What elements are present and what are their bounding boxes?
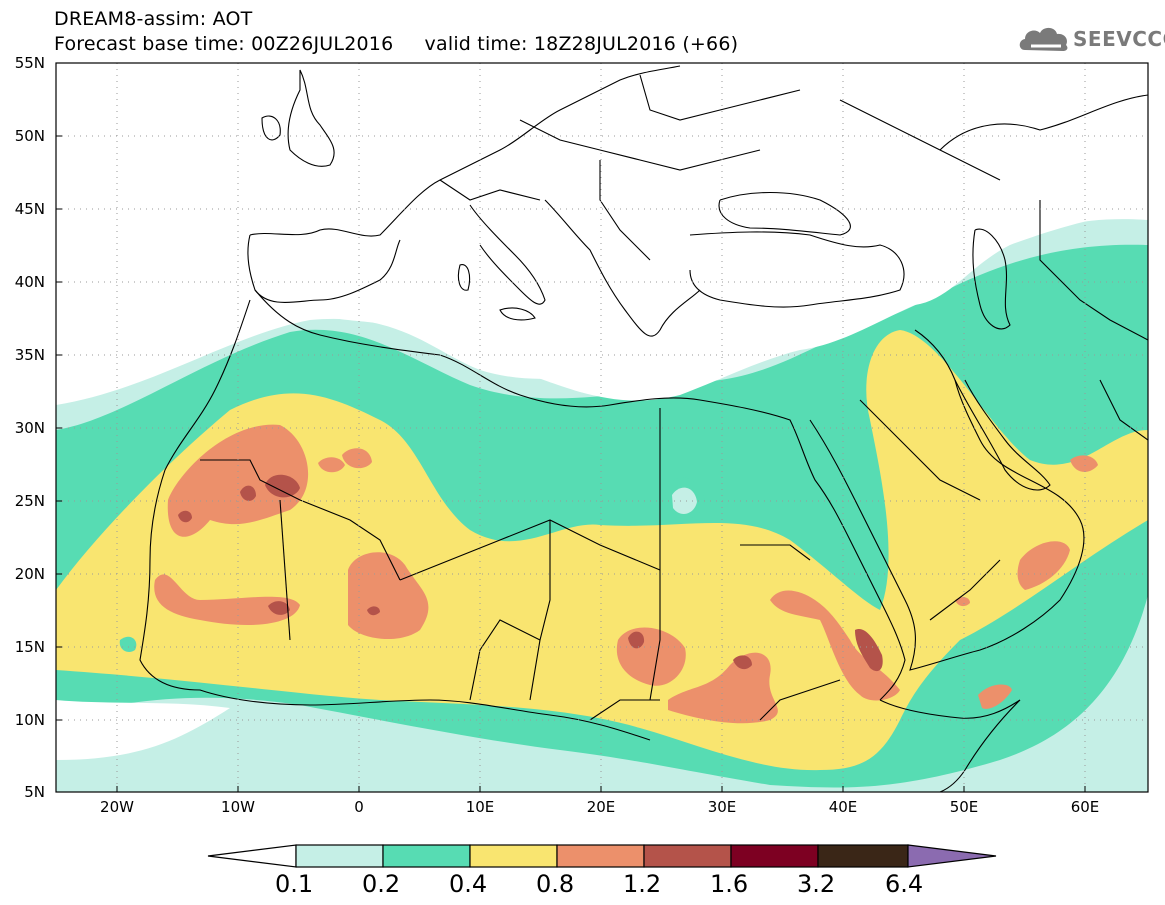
lat-label-10n: 10N: [15, 711, 45, 729]
lat-label-45n: 45N: [15, 200, 45, 218]
colorbar-label-6.4: 6.4: [885, 870, 924, 898]
lon-label-10e: 10E: [466, 798, 495, 816]
lon-label-30e: 30E: [708, 798, 737, 816]
lon-label-20e: 20E: [587, 798, 616, 816]
lon-label-40e: 40E: [829, 798, 858, 816]
aot-fill: [56, 63, 1148, 792]
colorbar-label-0.2: 0.2: [362, 870, 401, 898]
colorbar-swatch-5: [643, 844, 732, 868]
colorbar-swatch-1: [295, 844, 384, 868]
tick-marks: [56, 62, 1086, 793]
aot-band-islands-light: [672, 487, 697, 514]
colorbar-under-arrow: [207, 844, 297, 868]
lon-labels: 20W 10W 0 10E 20E 30E 40E 50E 60E: [100, 798, 1099, 816]
lat-label-20n: 20N: [15, 565, 45, 583]
colorbar-label-1.6: 1.6: [710, 870, 749, 898]
aot-band-1.2: [178, 474, 883, 672]
lon-label-20w: 20W: [100, 798, 134, 816]
lon-label-60e: 60E: [1071, 798, 1100, 816]
aot-clean-area: [56, 63, 1148, 401]
lat-label-50n: 50N: [15, 127, 45, 145]
colorbar-swatch-3: [469, 844, 558, 868]
coastlines: [139, 65, 1148, 792]
colorbar-swatch-7: [817, 844, 909, 868]
colorbar-swatch-2: [382, 844, 471, 868]
colorbar: [207, 844, 997, 868]
lat-label-30n: 30N: [15, 419, 45, 437]
colorbar-label-0.4: 0.4: [449, 870, 488, 898]
colorbar-label-0.8: 0.8: [536, 870, 575, 898]
lat-label-5n: 5N: [24, 783, 45, 801]
lat-label-40n: 40N: [15, 273, 45, 291]
lat-label-15n: 15N: [15, 638, 45, 656]
cloud-icon: [1019, 27, 1068, 51]
lat-label-55n: 55N: [15, 54, 45, 72]
graticule: [56, 63, 1148, 792]
colorbar-label-3.2: 3.2: [797, 870, 836, 898]
logo-text: SEEVCCC: [1073, 27, 1165, 51]
colorbar-swatch-4: [556, 844, 645, 868]
lon-label-0: 0: [354, 798, 364, 816]
map-title: DREAM8-assim: AOT: [54, 8, 253, 30]
colorbar-swatch-6: [730, 844, 819, 868]
forecast-times: Forecast base time: 00Z26JUL2016 valid t…: [54, 33, 739, 55]
lat-label-35n: 35N: [15, 346, 45, 364]
seevccc-logo: SEEVCCC: [1017, 22, 1165, 56]
colorbar-label-0.1: 0.1: [275, 870, 314, 898]
colorbar-label-1.2: 1.2: [623, 870, 662, 898]
lat-label-25n: 25N: [15, 492, 45, 510]
lat-labels: 55N 50N 45N 40N 35N 30N 25N 20N 15N 10N …: [15, 54, 45, 801]
colorbar-over-arrow: [907, 844, 997, 868]
lon-label-10w: 10W: [221, 798, 255, 816]
lon-label-50e: 50E: [950, 798, 979, 816]
